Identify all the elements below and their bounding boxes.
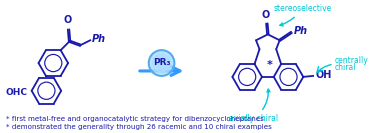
Circle shape (151, 52, 172, 74)
Text: axially chiral: axially chiral (229, 89, 278, 124)
Text: centrally: centrally (335, 56, 369, 65)
Text: chiral: chiral (335, 63, 356, 72)
Text: O: O (262, 9, 270, 20)
Text: stereoselective: stereoselective (273, 4, 332, 26)
Circle shape (149, 50, 174, 76)
Circle shape (153, 54, 170, 72)
Text: O: O (64, 15, 72, 25)
Text: * demonstrated the generality through 26 racemic and 10 chiral examples: * demonstrated the generality through 26… (6, 124, 272, 130)
Text: PR₃: PR₃ (153, 58, 170, 66)
Text: OHC: OHC (6, 88, 28, 97)
Text: Ph: Ph (92, 34, 106, 44)
Text: OH: OH (315, 70, 332, 80)
Text: * first metal-free and organocatalytic strategy for dibenzocycloheptanes: * first metal-free and organocatalytic s… (6, 116, 264, 122)
Text: *: * (267, 60, 273, 70)
Text: Ph: Ph (293, 26, 308, 36)
